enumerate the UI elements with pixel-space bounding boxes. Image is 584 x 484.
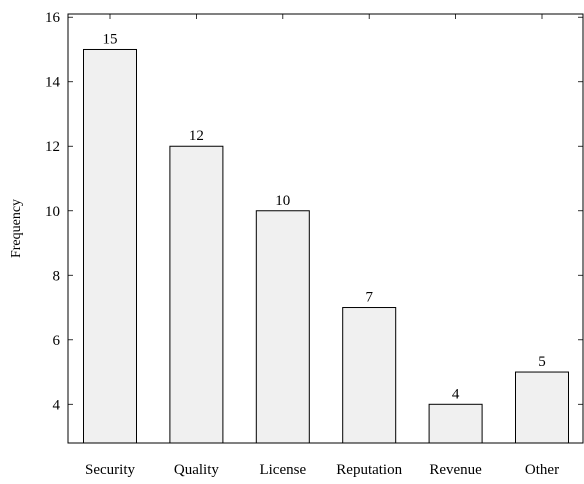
x-category-label: Other	[525, 462, 559, 478]
x-category-label: Security	[85, 462, 135, 478]
plot-area-border	[67, 13, 584, 444]
bar-value-label: 4	[452, 386, 460, 402]
bar-quality	[169, 145, 224, 444]
y-tick-label: 10	[45, 204, 60, 220]
y-tick-label: 12	[45, 139, 60, 155]
bar-value-label: 10	[275, 193, 290, 209]
y-axis-label: Frequency	[9, 199, 24, 258]
y-tick-label: 4	[53, 397, 61, 413]
bar-value-label: 15	[103, 31, 118, 47]
x-category-label: License	[259, 462, 306, 478]
bar-other	[515, 371, 569, 444]
plot-frame	[67, 13, 584, 444]
x-category-label: Revenue	[429, 462, 482, 478]
bar-value-label: 5	[538, 354, 546, 370]
bar-reputation	[342, 307, 397, 444]
y-tick-label: 8	[53, 268, 61, 284]
bars	[83, 48, 569, 444]
y-tick-label: 14	[45, 75, 61, 91]
bar-value-label: 7	[365, 290, 373, 306]
y-tick-label: 16	[45, 10, 61, 26]
x-category-label: Quality	[174, 462, 219, 478]
bar-security	[83, 48, 137, 444]
bar-data-labels: 15 12 10 7 4 5	[103, 31, 546, 402]
x-category-label: Reputation	[336, 462, 402, 478]
bar-value-label: 12	[189, 128, 204, 144]
y-tick-label: 6	[53, 333, 61, 349]
y-axis-ticks: 4 6 8 10 12 14 16	[45, 10, 583, 413]
x-axis-category-labels: Security Quality License Reputation Revenue O…	[85, 462, 559, 478]
bar-license	[255, 210, 310, 444]
bar-revenue	[428, 403, 483, 444]
